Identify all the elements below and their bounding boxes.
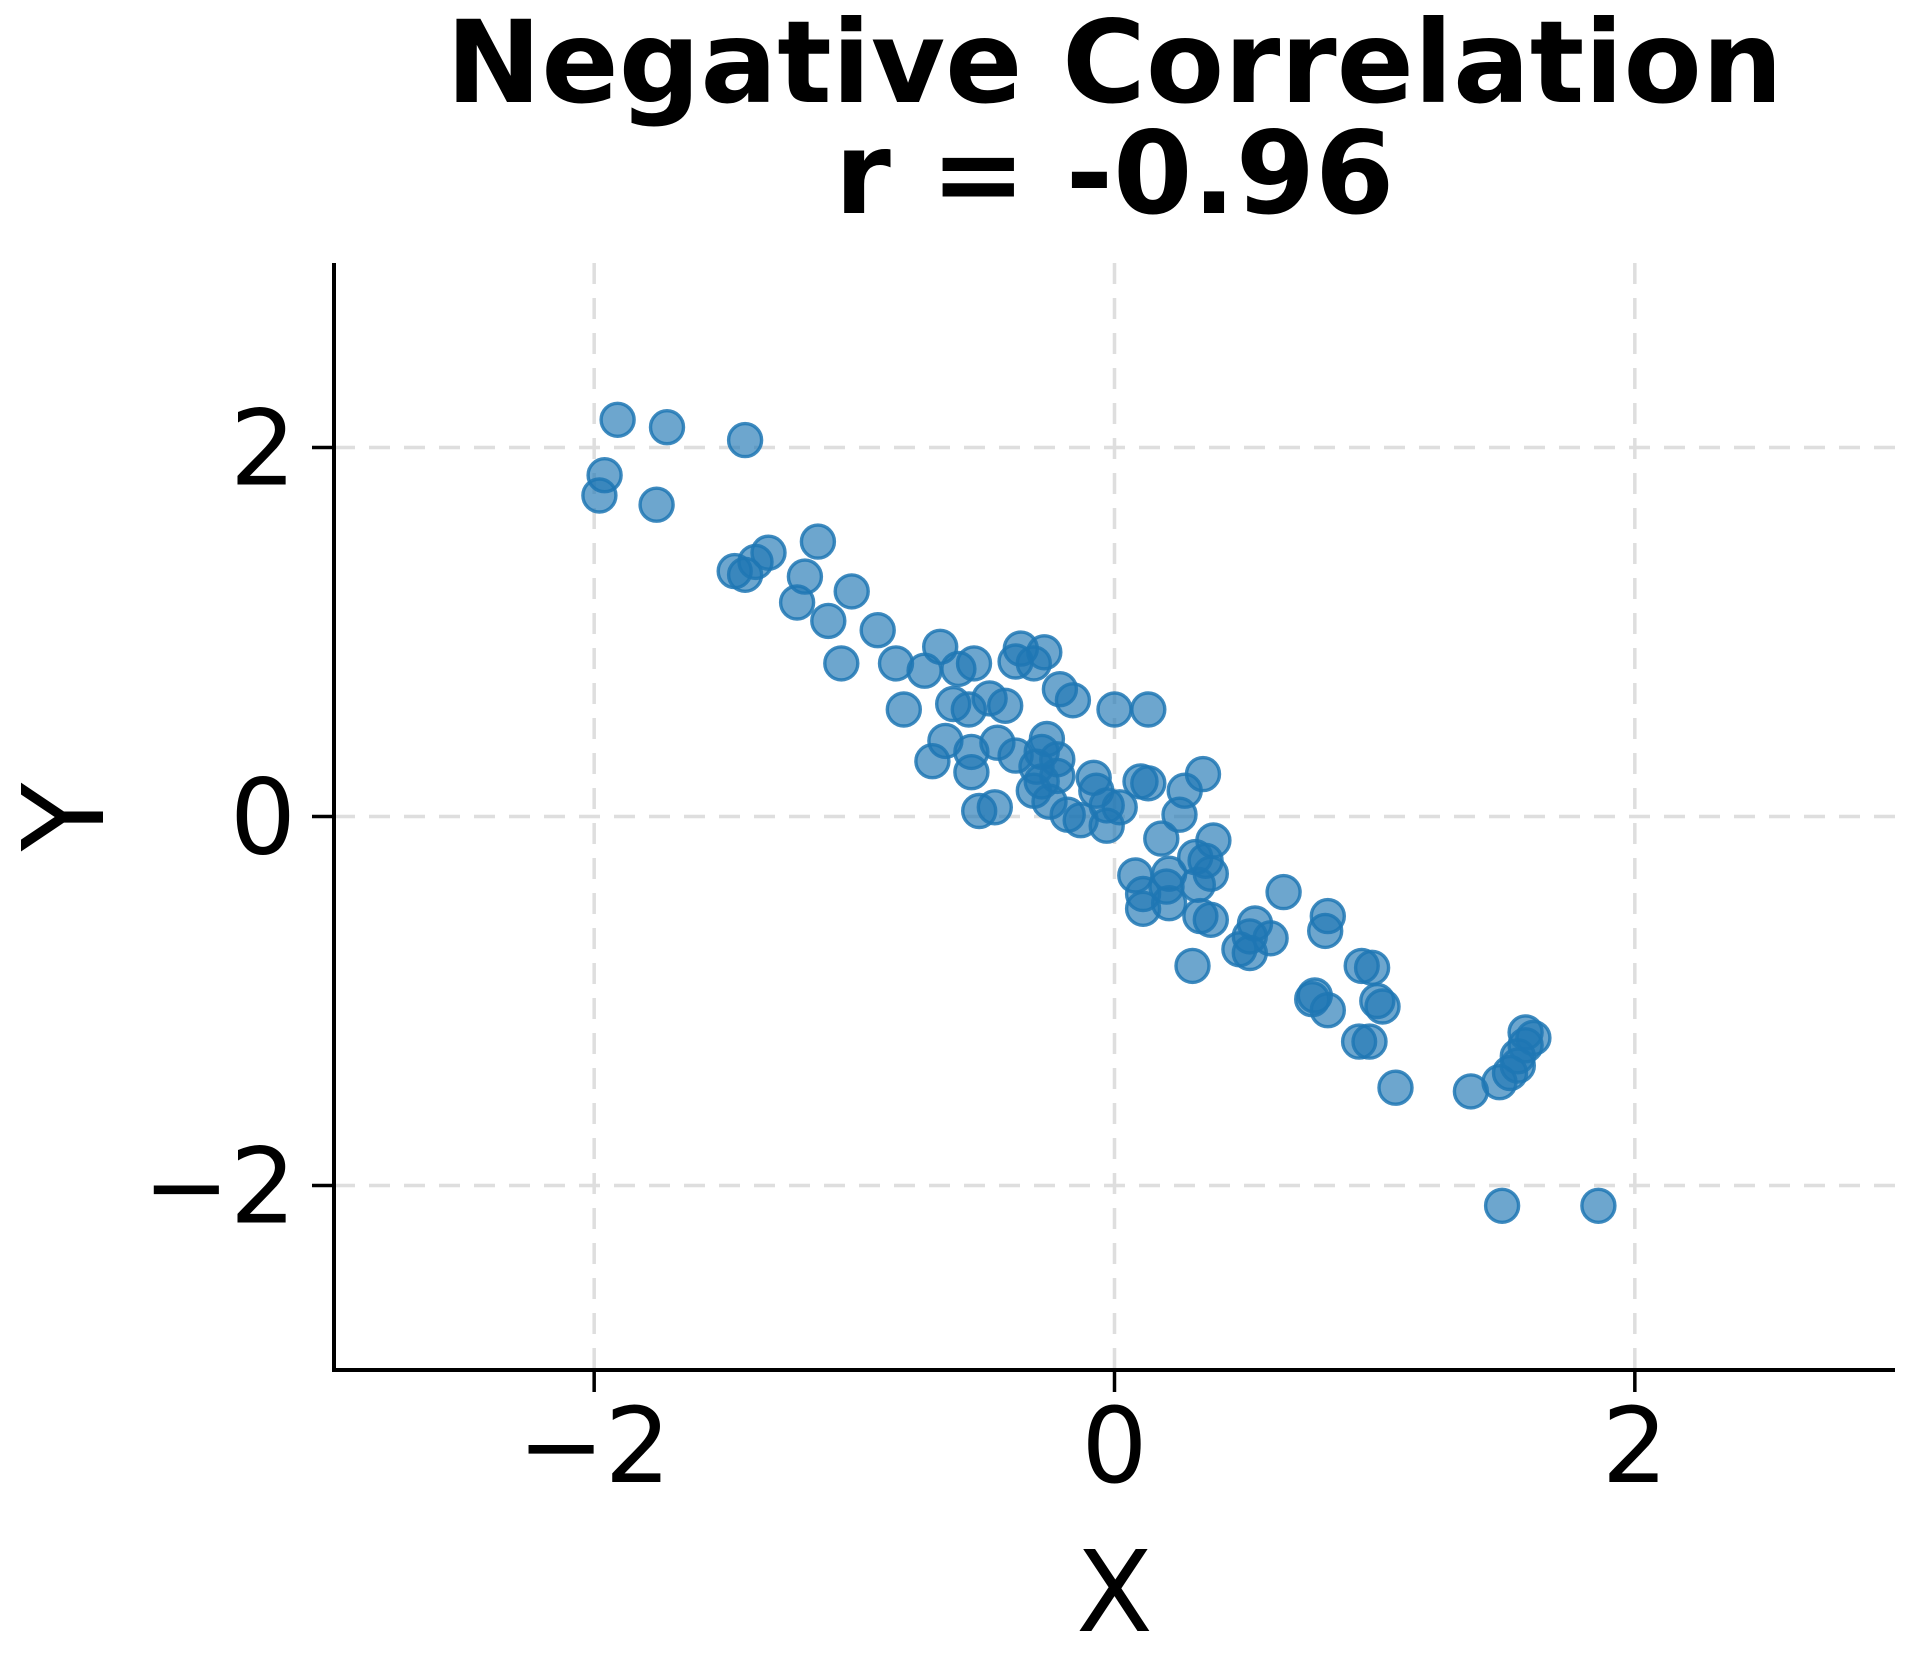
scatter-point — [1015, 645, 1053, 682]
scatter-point — [1306, 912, 1344, 950]
scatter-point — [1179, 866, 1217, 903]
scatter-point — [885, 691, 922, 728]
scatter-point — [726, 421, 764, 459]
y-axis-label: Y — [0, 782, 130, 852]
scatter-point — [1192, 901, 1230, 938]
scatter-point — [914, 743, 951, 780]
scatter-point — [638, 486, 675, 523]
chart-title-block: Negative Correlation r = -0.96 — [334, 0, 1895, 240]
y-tick-label: 0 — [230, 757, 296, 879]
scatter-point — [1265, 873, 1302, 911]
scatter-point — [1130, 691, 1167, 728]
x-tick-label: 0 — [1081, 1385, 1147, 1507]
scatter-point — [581, 477, 618, 514]
scatter-point — [1377, 1069, 1414, 1106]
scatter-point — [1161, 796, 1198, 833]
scatter-point — [1054, 682, 1092, 719]
scatter-point — [906, 652, 943, 689]
y-tick-label: 2 — [230, 388, 296, 510]
scatter-point — [987, 687, 1024, 724]
scatter-point — [1231, 934, 1269, 972]
scatter-point — [859, 612, 896, 649]
scatter-point — [799, 523, 837, 560]
chart-title: Negative Correlation — [446, 0, 1783, 129]
chart-subtitle: r = -0.96 — [834, 106, 1395, 240]
scatter-point — [1088, 807, 1125, 844]
scatter-point — [1096, 691, 1133, 728]
scatter-point — [1351, 1023, 1388, 1060]
scatter-point — [1124, 890, 1162, 927]
scatter-point — [599, 401, 636, 438]
x-tick-label: 2 — [1602, 1385, 1668, 1507]
scatter-point — [823, 645, 860, 682]
x-tick-label: −2 — [518, 1385, 671, 1507]
scatter-point — [1143, 820, 1180, 857]
scatter-point — [750, 534, 787, 571]
x-axis-label: X — [1076, 1528, 1153, 1654]
scatter-point — [1364, 988, 1401, 1025]
scatter-point — [1174, 947, 1211, 985]
scatter-point — [1309, 992, 1347, 1029]
scatter-point — [810, 602, 847, 640]
scatter-point — [1483, 1187, 1521, 1225]
y-tick-label: −2 — [143, 1126, 296, 1248]
scatter-point — [1130, 765, 1167, 802]
scatter-point — [1515, 1019, 1552, 1057]
scatter-point — [955, 645, 993, 682]
scatter-point — [648, 409, 686, 446]
scatter-point — [833, 573, 870, 610]
scatter-point — [778, 584, 816, 621]
scatter-point — [1353, 949, 1391, 986]
scatter-point — [953, 754, 990, 791]
scatter-point — [1580, 1187, 1617, 1225]
scatter-point — [976, 789, 1013, 826]
